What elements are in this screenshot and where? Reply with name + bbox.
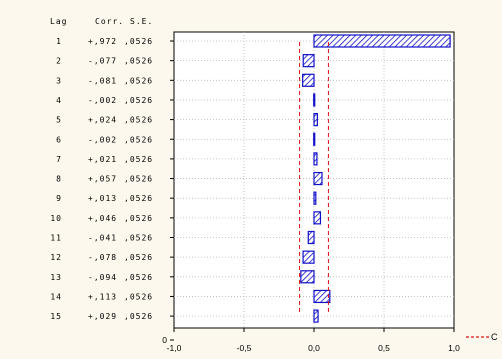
corr-value: -,041 [88,234,117,243]
corr-value: +,029 [88,312,117,321]
y-tick-zero: 0 [162,335,167,345]
autocorrelation-bar [300,270,315,284]
autocorrelation-bar [313,93,316,107]
lag-value: 6 [56,135,62,144]
autocorrelation-bar [313,34,451,48]
se-value: ,0526 [124,57,153,66]
lag-value: 14 [50,292,62,301]
corr-value: +,972 [88,37,117,46]
corr-value: +,113 [88,292,117,301]
lag-value: 15 [50,312,62,321]
lag-value: 7 [56,155,62,164]
lag-value: 13 [50,273,62,282]
lag-value: 10 [50,214,62,223]
se-value: ,0526 [124,234,153,243]
autocorrelation-bar [313,289,331,304]
lag-value: 1 [56,37,62,46]
corr-value: +,013 [88,194,117,203]
header-lag: Lag [50,17,67,26]
lag-value: 4 [56,96,62,105]
se-value: ,0526 [124,37,153,46]
autocorrelation-bar [313,191,317,205]
lag-value: 12 [50,253,62,262]
x-tick-label: 0,5 [378,343,390,353]
x-axis-ticks: -1,0 -0,5 0,0 0,5 1,0 [167,328,460,353]
autocorrelation-bar [313,132,316,146]
header-se: S.E. [130,17,153,26]
lag-value: 9 [56,194,62,203]
se-value: ,0526 [124,253,153,262]
lag-value: 11 [50,234,62,243]
bar-series [300,34,451,323]
se-value: ,0526 [124,194,153,203]
confidence-lines [299,42,329,314]
autocorrelation-bar [302,250,315,264]
se-value: ,0526 [124,76,153,85]
legend-label: C [491,332,498,342]
corr-value: -,081 [88,76,117,85]
lag-value: 2 [56,57,62,66]
se-value: ,0526 [124,116,153,125]
autocorrelation-bar [313,112,318,127]
se-value: ,0526 [124,312,153,321]
corr-value: -,077 [88,57,117,66]
se-value: ,0526 [124,155,153,164]
lag-table: 1 +,972 ,0526 2 -,077 ,0526 3 -,081 ,0526 4 -,002,… [50,37,153,321]
autocorrelation-bar [307,230,315,245]
se-value: ,0526 [124,273,153,282]
autocorrelation-bar [313,309,319,323]
se-value: ,0526 [124,96,153,105]
x-tick-label: -0,5 [237,343,252,353]
x-tick-label: 0,0 [308,343,320,353]
lag-value: 5 [56,116,62,125]
corr-value: +,021 [88,155,117,164]
autocorrelation-bar [313,211,322,225]
corr-value: -,002 [88,96,117,105]
corr-value: +,057 [88,175,117,184]
corr-value: -,094 [88,273,117,282]
autocorrelation-bar [313,152,318,166]
corr-value: -,002 [88,135,117,144]
header-corr: Corr. [95,17,124,26]
se-value: ,0526 [124,292,153,301]
x-tick-label: -1,0 [167,343,182,353]
lag-value: 8 [56,175,62,184]
autocorrelation-bar [302,54,315,68]
se-value: ,0526 [124,135,153,144]
corr-value: -,078 [88,253,117,262]
corr-value: +,046 [88,214,117,223]
lag-value: 3 [56,76,62,85]
autocorrelation-bar [302,73,315,87]
se-value: ,0526 [124,175,153,184]
autocorrelation-bar [313,171,323,186]
x-tick-label: 1,0 [448,343,460,353]
se-value: ,0526 [124,214,153,223]
corr-value: +,024 [88,116,117,125]
